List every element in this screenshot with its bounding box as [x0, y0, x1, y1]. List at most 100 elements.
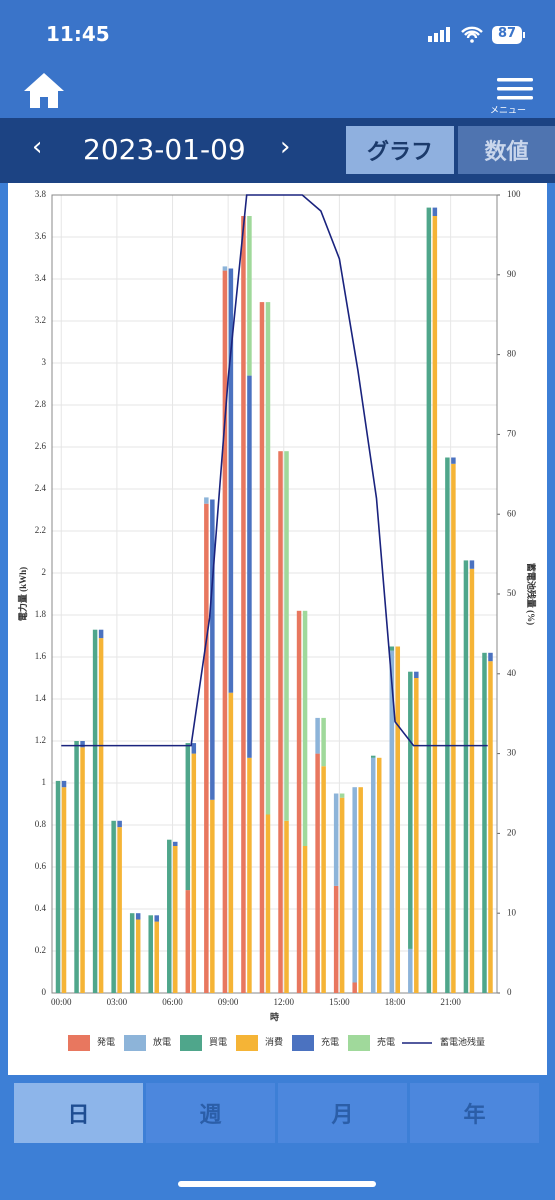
- bar-segment: [414, 671, 419, 678]
- legend-label: 放電: [153, 1036, 171, 1047]
- bar-segment: [204, 497, 209, 504]
- bar-segment: [296, 610, 302, 993]
- bar-segment: [339, 797, 345, 993]
- week-tab[interactable]: 週: [146, 1083, 275, 1143]
- legend-label: 充電: [321, 1036, 339, 1047]
- bar-segment: [191, 743, 197, 754]
- bar-segment: [389, 646, 395, 651]
- battery-line: [61, 194, 488, 747]
- bar-segment: [265, 814, 271, 993]
- bar-segment: [370, 757, 376, 993]
- bar-segment: [210, 499, 215, 800]
- home-button[interactable]: [22, 70, 66, 110]
- bar-segment: [284, 451, 289, 821]
- y-tick-label: 2.4: [35, 483, 47, 493]
- y-tick-label: 1.6: [35, 651, 47, 661]
- bar-segment: [92, 629, 98, 993]
- x-tick-label: 03:00: [107, 997, 128, 1007]
- bar-segment: [302, 610, 308, 846]
- status-icons: [428, 26, 525, 44]
- month-tab[interactable]: 月: [278, 1083, 407, 1143]
- bar-segment: [488, 652, 493, 662]
- graph-tab[interactable]: グラフ: [346, 126, 454, 174]
- bar-segment: [74, 741, 79, 993]
- date: 2023-01-09: [83, 133, 246, 166]
- bar-segment: [352, 982, 357, 993]
- bar-segment: [451, 457, 456, 464]
- y2-tick-label: 10: [507, 907, 517, 917]
- bar-segment: [241, 216, 246, 993]
- bar-segment: [222, 266, 228, 271]
- bar-segment: [482, 652, 487, 993]
- y-tick-label: 3.4: [35, 273, 47, 283]
- y-tick-label: 0.4: [35, 903, 47, 913]
- x-tick-label: 15:00: [329, 997, 350, 1007]
- bar-segment: [185, 890, 191, 993]
- bar-segment: [469, 568, 475, 993]
- bar-segment: [228, 692, 234, 993]
- legend-label: 蓄電池残量: [440, 1036, 485, 1047]
- bar-segment: [111, 820, 116, 993]
- bar-segment: [80, 741, 85, 748]
- y2-axis-label: 蓄電池残量 (%): [526, 563, 537, 625]
- bar-segment: [469, 560, 475, 569]
- bar-segment: [55, 780, 61, 993]
- legend-label: 消費: [265, 1036, 283, 1047]
- bar-segment: [339, 793, 345, 798]
- bar-segment: [315, 717, 320, 754]
- y-tick-label: 3: [42, 357, 47, 367]
- next-button[interactable]: ›: [280, 132, 291, 162]
- y2-tick-label: 80: [507, 349, 517, 359]
- bar-segment: [117, 827, 122, 993]
- bar-segment: [463, 560, 469, 993]
- bar-segment: [395, 646, 401, 993]
- y2-tick-label: 30: [507, 748, 517, 758]
- bar-segment: [278, 451, 283, 993]
- bar-segment: [376, 757, 382, 993]
- clock: 11:45: [46, 22, 110, 46]
- bar-segment: [117, 820, 122, 828]
- y-tick-label: 2.8: [35, 399, 47, 409]
- year-tab[interactable]: 年: [410, 1083, 539, 1143]
- bar-segment: [173, 841, 178, 846]
- bar-segment: [333, 793, 339, 886]
- bar-segment: [315, 753, 320, 993]
- bar-segment: [222, 270, 228, 994]
- day-tab[interactable]: 日: [14, 1083, 143, 1143]
- legend-swatch: [124, 1035, 146, 1051]
- bar-segment: [358, 787, 363, 993]
- bar-segment: [432, 207, 438, 216]
- bar-segment: [445, 457, 450, 993]
- y2-tick-label: 100: [507, 189, 521, 199]
- bar-segment: [135, 919, 141, 993]
- bar-segment: [173, 846, 178, 993]
- bar-segment: [204, 503, 209, 993]
- bar-segment: [167, 839, 172, 993]
- y2-tick-label: 90: [507, 269, 517, 279]
- menu-button[interactable]: [497, 76, 535, 102]
- bar-segment: [61, 780, 67, 788]
- bar-segment: [389, 650, 395, 993]
- y-tick-label: 1.8: [35, 609, 47, 619]
- y-tick-label: 0: [42, 987, 47, 997]
- bar-segment: [80, 747, 85, 993]
- prev-button[interactable]: ‹: [32, 132, 43, 162]
- bar-segment: [98, 638, 104, 993]
- x-tick-label: 00:00: [51, 997, 72, 1007]
- legend-swatch: [348, 1035, 370, 1051]
- bar-segment: [370, 755, 376, 758]
- values-tab[interactable]: 数値: [458, 126, 555, 174]
- bar-segment: [98, 629, 104, 639]
- bar-segment: [148, 915, 153, 993]
- x-tick-label: 06:00: [162, 997, 183, 1007]
- x-tick-label: 09:00: [218, 997, 239, 1007]
- bar-segment: [426, 207, 432, 994]
- legend-label: 買電: [209, 1037, 227, 1047]
- y-tick-label: 0.6: [35, 861, 47, 871]
- y-tick-label: 3.6: [35, 231, 47, 241]
- header: [0, 0, 555, 118]
- y2-tick-label: 0: [507, 987, 512, 997]
- legend-label: 売電: [377, 1036, 395, 1047]
- bar-segment: [302, 846, 308, 993]
